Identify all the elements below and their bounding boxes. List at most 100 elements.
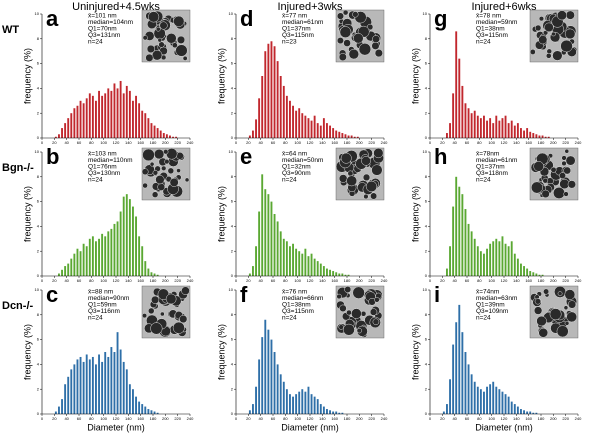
micrograph-axon <box>551 31 556 37</box>
annotation: median=110nm <box>88 157 133 164</box>
micrograph-axon <box>559 172 566 180</box>
bar <box>147 268 150 276</box>
bar <box>261 174 264 276</box>
bar <box>446 404 448 414</box>
bar <box>150 123 153 138</box>
x-tick-label: 160 <box>137 416 144 421</box>
bar <box>338 412 341 414</box>
bar <box>467 108 470 138</box>
x-tick-label: 160 <box>525 140 532 145</box>
bar <box>313 396 316 414</box>
bar <box>535 273 538 276</box>
row-label: Bgn-/- <box>2 162 34 174</box>
bar <box>473 238 476 276</box>
bar <box>489 118 492 138</box>
bar <box>452 93 455 138</box>
bar <box>467 364 470 414</box>
bar <box>467 223 470 276</box>
bar <box>498 389 501 414</box>
bar <box>326 268 328 276</box>
y-axis-label: frequency (%) <box>216 48 226 104</box>
bar <box>135 216 137 276</box>
bar <box>79 100 82 138</box>
y-tick-label: 4 <box>425 223 428 228</box>
x-tick-label: 100 <box>488 140 495 145</box>
bar <box>252 266 254 276</box>
y-tick-label: 10 <box>229 149 234 154</box>
bar <box>58 134 60 138</box>
micrograph-axon <box>373 147 384 159</box>
bar <box>122 361 125 414</box>
micrograph-axon <box>564 289 576 300</box>
x-tick-label: 180 <box>538 278 545 283</box>
bar <box>455 322 458 414</box>
x-tick-label: 140 <box>125 416 132 421</box>
x-tick-label: 40 <box>258 140 263 145</box>
bar <box>150 410 153 414</box>
bar <box>276 221 279 276</box>
bar <box>156 128 159 138</box>
bar <box>153 411 156 414</box>
micrograph-axon <box>358 42 372 56</box>
y-tick-label: 6 <box>37 199 40 204</box>
bar <box>458 58 461 138</box>
bar <box>501 391 504 414</box>
bar <box>341 273 344 276</box>
micrograph-axon <box>151 295 160 304</box>
micrograph-axon <box>374 49 383 58</box>
bar <box>449 246 451 276</box>
bar <box>116 88 119 138</box>
bar <box>347 274 350 276</box>
bar <box>526 268 529 276</box>
annotation: Q1=39nm <box>476 302 505 309</box>
y-tick-label: 0 <box>425 273 428 278</box>
annotation: n=24 <box>476 38 491 45</box>
bar <box>64 384 67 414</box>
x-tick-label: 140 <box>513 140 520 145</box>
bar <box>264 51 267 139</box>
x-tick-label: 80 <box>477 278 482 283</box>
micrograph-axon <box>538 327 549 338</box>
micrograph-axon <box>366 23 374 31</box>
bar <box>350 135 353 138</box>
annotation: n=24 <box>282 176 297 183</box>
y-tick-label: 10 <box>423 287 428 292</box>
x-tick-label: 120 <box>307 278 314 283</box>
micrograph-axon <box>149 161 155 167</box>
micrograph-axon <box>148 307 155 315</box>
micrograph-axon <box>343 39 351 47</box>
x-tick-label: 160 <box>137 278 144 283</box>
annotation: Q1=70nm <box>88 26 117 33</box>
x-tick-label: 100 <box>100 416 107 421</box>
micrograph-axon <box>371 41 380 50</box>
bar <box>526 411 529 414</box>
x-tick-label: 140 <box>513 278 520 283</box>
panel-letter: b <box>46 144 59 169</box>
bar <box>261 337 264 414</box>
bar <box>470 231 473 276</box>
micrograph-axon <box>142 182 148 189</box>
bar <box>470 113 473 138</box>
bar <box>520 263 522 276</box>
bar <box>73 253 76 276</box>
y-axis-label: frequency (%) <box>22 186 32 242</box>
x-tick-label: 240 <box>187 140 194 145</box>
annotation: n=24 <box>88 314 103 321</box>
bar <box>301 253 304 276</box>
x-tick-label: 140 <box>319 278 326 283</box>
x-tick-label: 140 <box>319 416 326 421</box>
micrograph-axon <box>370 192 378 200</box>
bar <box>473 381 476 414</box>
bar <box>313 115 316 138</box>
micrograph-axon <box>173 15 185 27</box>
bar <box>504 243 507 276</box>
micrograph-axon <box>565 155 576 166</box>
micrograph-axon <box>338 324 344 330</box>
micrograph-axon <box>372 35 380 43</box>
bar <box>122 93 125 138</box>
x-tick-label: 160 <box>331 278 338 283</box>
micrograph-axon <box>155 26 161 32</box>
bar <box>248 410 251 414</box>
x-tick-label: 40 <box>452 278 457 283</box>
y-tick-label: 10 <box>229 11 234 16</box>
